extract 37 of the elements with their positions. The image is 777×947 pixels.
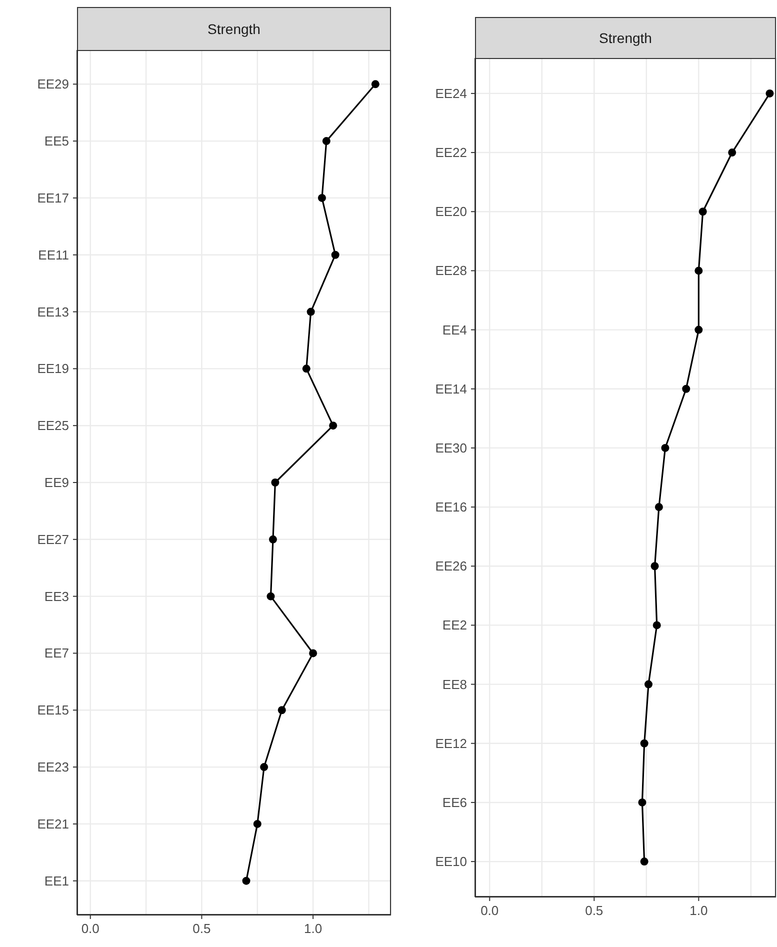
- y-tick-label: EE16: [435, 500, 467, 515]
- x-tick-label: 1.0: [304, 921, 322, 936]
- y-tick-label: EE21: [37, 816, 69, 832]
- y-tick-label: EE6: [442, 794, 467, 810]
- y-tick-label: EE7: [44, 646, 69, 661]
- chart-title: Strength: [208, 21, 260, 37]
- y-tick-label: EE8: [442, 676, 467, 692]
- y-tick-label: EE15: [37, 702, 69, 718]
- y-tick-label: EE26: [435, 558, 467, 574]
- y-tick-label: EE1: [44, 873, 69, 888]
- x-tick-label: 0.5: [192, 921, 211, 936]
- y-tick-label: EE4: [442, 322, 467, 338]
- y-tick-label: EE29: [37, 76, 69, 92]
- y-tick-label: EE25: [37, 418, 69, 434]
- y-tick-label: EE17: [37, 190, 69, 206]
- x-tick-label: 0.5: [585, 903, 604, 918]
- y-tick-label: EE30: [435, 440, 467, 456]
- y-tick-label: EE28: [435, 263, 467, 278]
- y-tick-label: EE3: [44, 588, 69, 604]
- y-tick-label: EE22: [435, 145, 467, 160]
- y-tick-label: EE24: [435, 86, 467, 101]
- y-tick-label: EE9: [44, 475, 69, 490]
- y-tick-label: EE27: [37, 532, 69, 547]
- y-tick-label: EE2: [442, 618, 467, 633]
- x-tick-label: 0.0: [81, 921, 100, 936]
- x-tick-label: 0.0: [480, 903, 499, 918]
- y-tick-label: EE20: [435, 204, 467, 220]
- y-tick-label: EE11: [38, 247, 69, 262]
- y-tick-label: EE5: [44, 134, 69, 149]
- y-tick-label: EE13: [37, 304, 69, 320]
- y-tick-label: EE12: [435, 736, 467, 751]
- y-tick-label: EE10: [435, 854, 467, 870]
- y-tick-label: EE19: [37, 361, 69, 376]
- y-tick-label: EE14: [435, 381, 467, 396]
- x-tick-label: 1.0: [690, 903, 708, 918]
- chart-title: Strength: [599, 30, 652, 46]
- y-tick-label: EE23: [37, 760, 69, 775]
